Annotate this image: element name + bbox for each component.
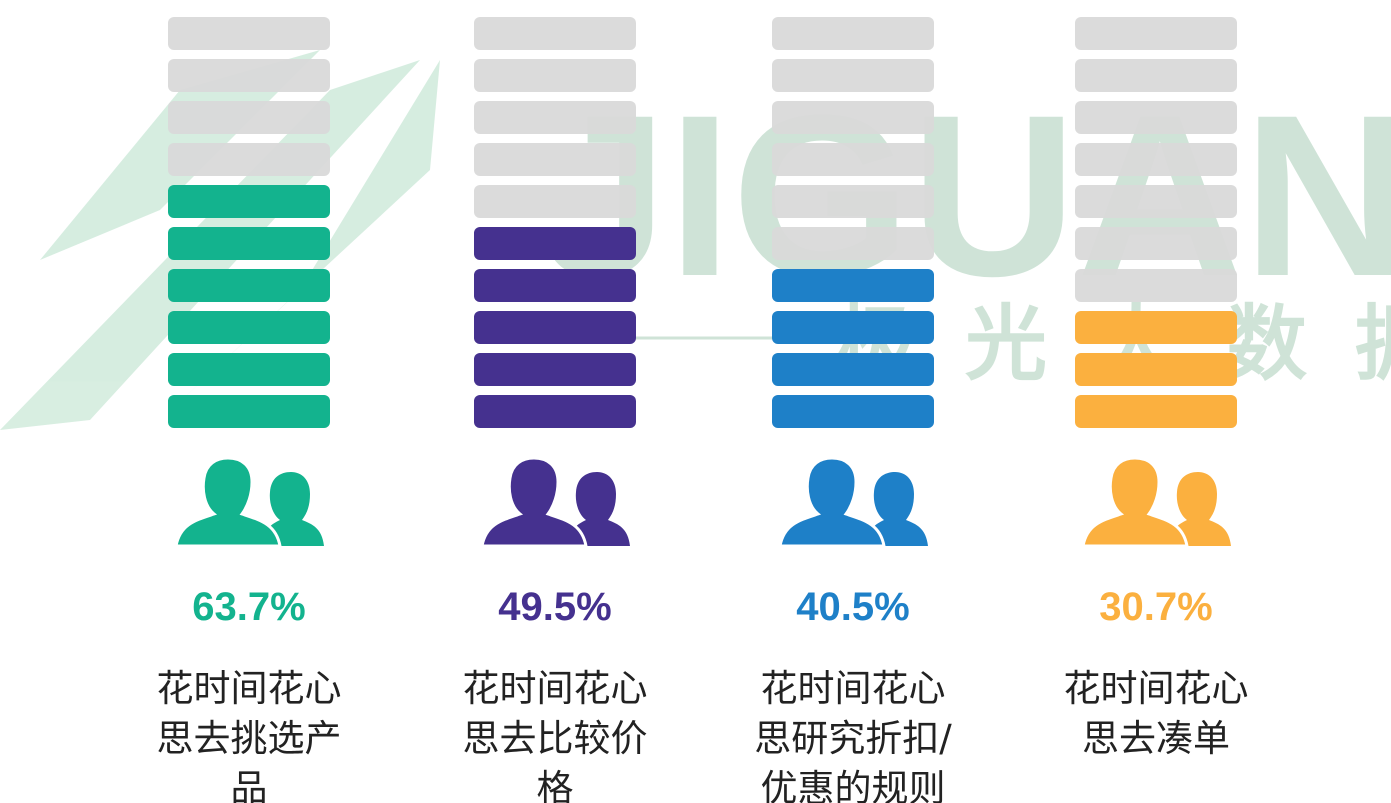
bar-segment (772, 269, 934, 302)
category-label: 花时间花心思去凑单 (1063, 667, 1249, 760)
bar-segment (772, 17, 934, 50)
bar-segment (168, 143, 330, 176)
bar-segment (168, 395, 330, 428)
bar-segment (772, 143, 934, 176)
bar-segment (772, 101, 934, 134)
bar-segment (474, 101, 636, 134)
bar-segment (168, 185, 330, 218)
bar-segment (474, 185, 636, 218)
bar-segment (1075, 353, 1237, 386)
person-large (480, 456, 588, 548)
bar-segment (168, 101, 330, 134)
value-label: 63.7% (192, 585, 306, 629)
bar-segment (772, 227, 934, 260)
bar-segment (474, 269, 636, 302)
bar-segment (1075, 185, 1237, 218)
bar-segment (474, 143, 636, 176)
person-large (1081, 456, 1189, 548)
category-label: 花时间花心思去挑选产品 (156, 667, 342, 803)
bar-segment (772, 185, 934, 218)
bar-segment (168, 269, 330, 302)
value-label: 49.5% (498, 585, 612, 629)
person-small (1169, 472, 1231, 546)
bar-segment (474, 17, 636, 50)
person-small (568, 472, 630, 546)
bar-segment (772, 353, 934, 386)
category-label: 花时间花心思去比较价格 (462, 667, 648, 803)
bar-segment (1075, 143, 1237, 176)
bar-segment (1075, 227, 1237, 260)
bar-segment (474, 59, 636, 92)
bar-segment (168, 353, 330, 386)
value-label: 40.5% (796, 585, 910, 629)
person-large (778, 456, 886, 548)
bar-segment (474, 395, 636, 428)
bar-segment (168, 59, 330, 92)
category-label: 花时间花心思研究折扣/优惠的规则 (754, 667, 952, 803)
bar-segment (168, 17, 330, 50)
bar-segment (474, 353, 636, 386)
bar-segment (1075, 269, 1237, 302)
bar-segment (772, 59, 934, 92)
bar-segment (474, 311, 636, 344)
bar-segment (1075, 17, 1237, 50)
people-icon (1081, 456, 1231, 548)
bar-segment (168, 227, 330, 260)
person-large (174, 456, 282, 548)
bar-segment (1075, 101, 1237, 134)
people-icon (480, 456, 630, 548)
value-label: 30.7% (1099, 585, 1213, 629)
bar-segment (168, 311, 330, 344)
people-icon (174, 456, 324, 548)
person-small (262, 472, 324, 546)
people-icon (778, 456, 928, 548)
bar-segment (772, 311, 934, 344)
bar-segment (1075, 59, 1237, 92)
bar-segment (474, 227, 636, 260)
watermark-text: JIGUANG (540, 67, 1391, 324)
bar-segment (1075, 311, 1237, 344)
bar-segment (1075, 395, 1237, 428)
person-small (866, 472, 928, 546)
bar-segment (772, 395, 934, 428)
